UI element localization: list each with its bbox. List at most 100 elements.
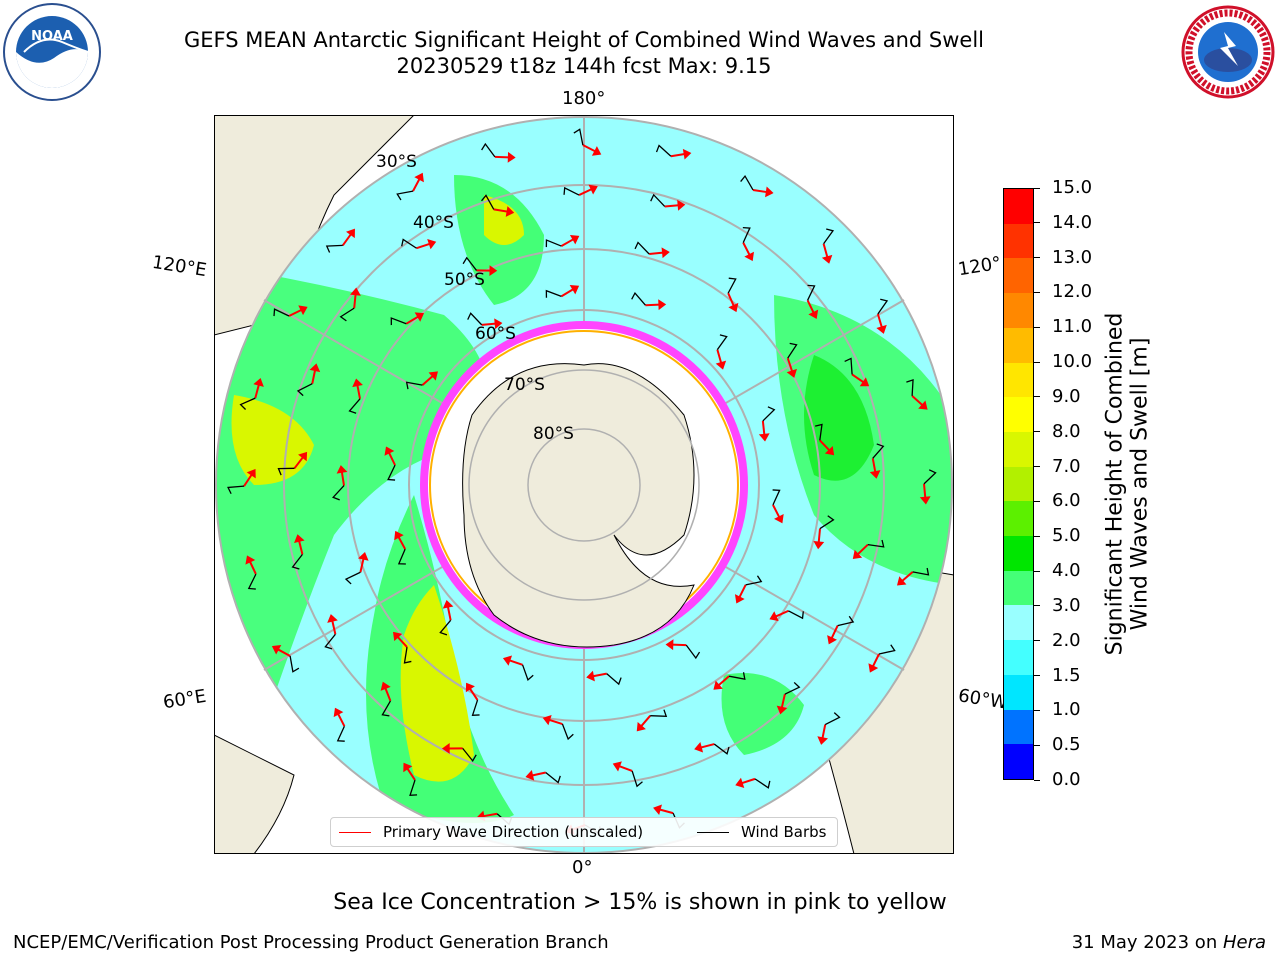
wave-direction-arrow (822, 243, 829, 258)
wave-direction-arrowhead (569, 285, 580, 295)
wind-barb (247, 573, 257, 590)
wave-direction-arrow (331, 620, 337, 635)
wind-barb (561, 723, 574, 741)
wave-direction-arrow (341, 233, 352, 246)
wave-direction-arrowhead (298, 305, 308, 316)
wave-direction-arrowhead (428, 371, 438, 381)
wave-direction-arrow (742, 242, 751, 256)
colorbar-tick-label: 11.0 (1034, 316, 1092, 337)
wind-barb (727, 277, 737, 294)
colorbar-segment (1004, 570, 1033, 606)
wave-direction-arrow (821, 724, 827, 739)
wave-direction-arrowhead (298, 451, 308, 462)
wind-barb (819, 515, 835, 530)
colorbar-segment (1004, 640, 1033, 675)
wave-direction-arrow (649, 251, 664, 256)
colorbar-ticks: 0.0 0.5 1.0 1.5 2.0 3.0 4.0 5.0 6.0 7.0 8.0 9.0 10.0… (1034, 177, 1104, 790)
wave-direction-arrow (531, 771, 546, 777)
wave-direction-arrowhead (569, 234, 580, 245)
wave-direction-arrow (727, 292, 735, 307)
wave-direction-arrowhead (245, 555, 256, 565)
wave-direction-arrowhead (350, 287, 361, 296)
wind-barb (545, 771, 561, 784)
wind-barb (401, 238, 417, 249)
map-legend: Primary Wave Direction (unscaled) Wind B… (330, 817, 838, 847)
wave-direction-arrow (738, 584, 747, 598)
wave-direction-arrowhead (821, 254, 833, 264)
wave-direction-arrow (664, 204, 679, 208)
wind-barb (878, 644, 896, 655)
wave-direction-arrow (397, 536, 407, 550)
wave-direction-arrowhead (758, 433, 770, 442)
wind-barb (650, 709, 668, 717)
wave-direction-arrow (396, 636, 408, 648)
wave-direction-arrow (298, 540, 304, 555)
lat-label-70s: 70°S (504, 375, 545, 395)
wave-direction-arrow (670, 153, 685, 158)
wave-direction-arrow (388, 452, 396, 466)
wave-direction-arrow (716, 349, 723, 364)
wind-barb (713, 743, 730, 755)
noaa-logo: NOAA (2, 2, 102, 106)
wind-barb (877, 298, 889, 315)
wind-barb (481, 194, 495, 210)
nws-logo (1180, 4, 1276, 104)
wave-direction-arrow (483, 812, 498, 818)
wave-direction-arrowhead (414, 312, 425, 322)
wind-barb (387, 464, 396, 481)
wave-direction-arrowhead (612, 761, 622, 772)
wave-direction-arrow (876, 313, 883, 328)
wave-direction-arrowhead (918, 400, 928, 410)
colorbar-segment (1004, 362, 1033, 398)
wind-barb (467, 312, 483, 326)
wave-direction-arrowhead (765, 186, 774, 198)
wind-barb (728, 672, 746, 680)
svg-text:NOAA: NOAA (31, 29, 73, 44)
wind-barb (837, 615, 855, 627)
colorbar-segment (1004, 293, 1033, 328)
wind-barb (325, 244, 343, 253)
wind-barb (481, 142, 496, 158)
colorbar-label: Significant Height of Combined Wind Wave… (1102, 313, 1152, 656)
footer-date-text: 31 May 2023 on (1071, 932, 1223, 953)
wave-direction-arrow (406, 767, 416, 781)
wave-direction-arrowhead (525, 769, 535, 781)
wind-barb-legend-label: Wind Barbs (741, 823, 827, 841)
colorbar-segment (1004, 709, 1033, 745)
colorbar-tick-label: 5.0 (1034, 525, 1081, 546)
lon-label-0: 0° (572, 857, 593, 878)
wave-direction-arrowhead (869, 470, 881, 479)
wave-direction-arrowhead (253, 378, 264, 387)
colorbar-tick-label: 7.0 (1034, 456, 1081, 477)
wave-direction-arrow (871, 458, 877, 473)
wind-barb (631, 770, 643, 788)
wind-barb (381, 700, 391, 717)
chart-title: GEFS MEAN Antarctic Significant Height o… (183, 28, 985, 52)
wave-direction-arrow (359, 558, 365, 573)
wave-direction-arrow (254, 384, 260, 399)
colorbar-tick-label: 2.0 (1034, 630, 1081, 651)
wave-direction-arrowhead (852, 549, 863, 560)
lat-label-30s: 30°S (376, 152, 417, 172)
wave-direction-arrow (806, 299, 815, 314)
colorbar-segment (1004, 189, 1033, 224)
wave-direction-arrowhead (677, 199, 686, 211)
wave-direction-arrow (481, 322, 496, 326)
wave-direction-arrow (911, 395, 924, 406)
wind-barb (787, 342, 798, 359)
wave-direction-arrowhead (542, 714, 552, 726)
wave-direction-arrow (819, 439, 831, 452)
wind-barb (339, 307, 355, 322)
wave-direction-arrow (640, 715, 651, 727)
wave-direction-arrow (830, 625, 839, 639)
colorbar-label-line2: Wind Waves and Swell [m] (1127, 337, 1152, 631)
wind-barb (397, 548, 406, 565)
wind-barb (740, 174, 754, 191)
wave-direction-arrowhead (813, 540, 825, 550)
colorbar-tick-label: 10.0 (1034, 351, 1092, 372)
colorbar-tick-label: 1.5 (1034, 665, 1081, 686)
colorbar-tick-label: 8.0 (1034, 421, 1081, 442)
wave-direction-arrow (293, 456, 304, 469)
wind-barb (471, 699, 480, 717)
wind-barb (462, 747, 477, 763)
